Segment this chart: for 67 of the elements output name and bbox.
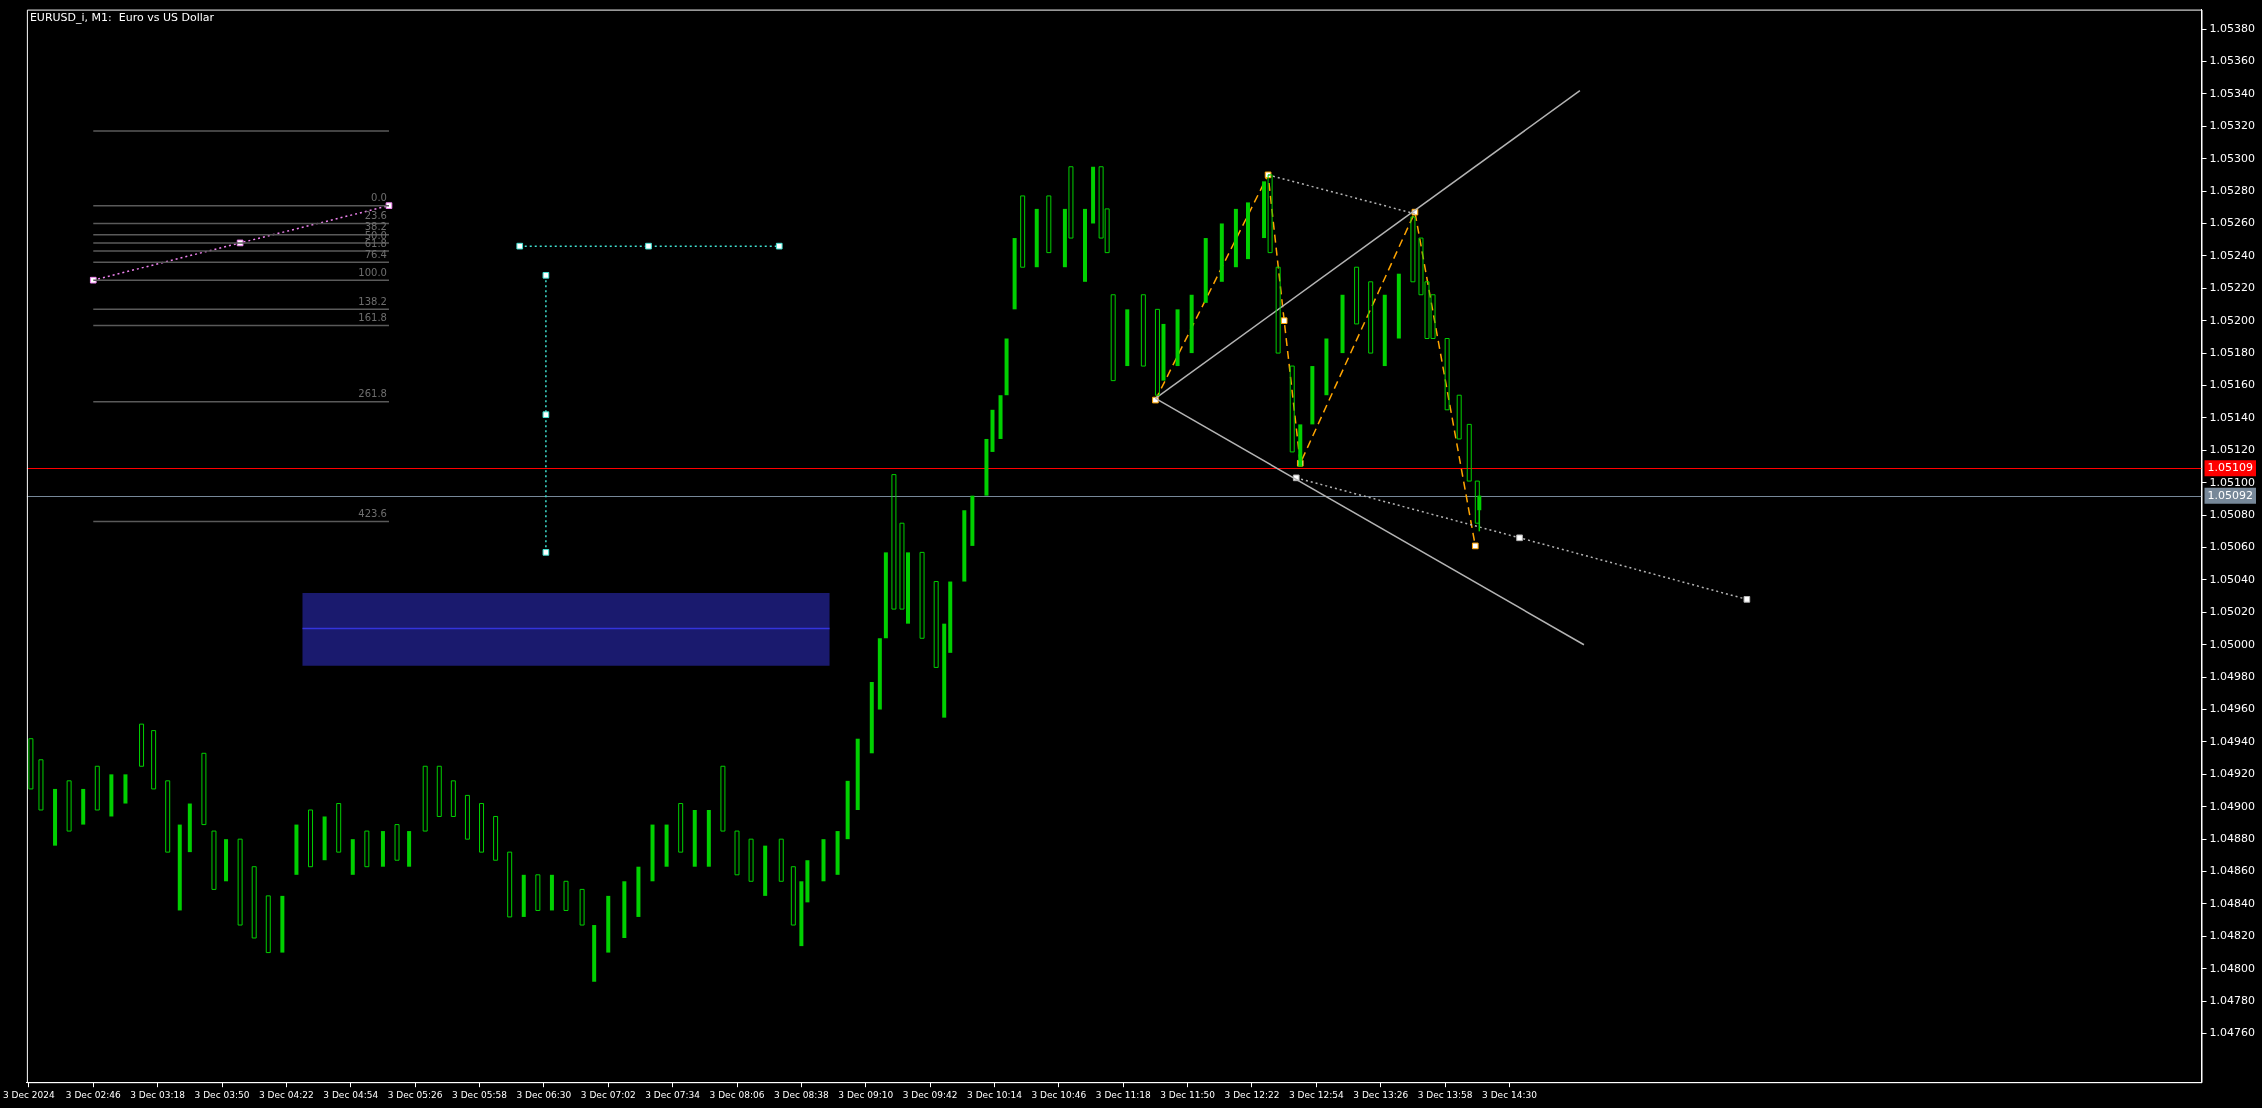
annotation: 161.8 [358,312,387,324]
x-tick-label: 3 Dec 04:22 [258,1089,314,1100]
x-tick-label: 3 Dec 13:26 [1353,1089,1409,1100]
annotation: 100.0 [358,266,387,278]
y-tick-label: 1.05200 [2209,313,2256,327]
x-tick-label: 3 Dec 03:50 [194,1089,250,1100]
y-tick-label: 1.05340 [2209,86,2256,100]
y-tick-label: 1.04860 [2209,864,2256,878]
x-tick-label: 3 Dec 03:18 [130,1089,186,1100]
x-tick-label: 3 Dec 07:34 [645,1089,701,1100]
y-tick-label: 1.05260 [2209,216,2256,230]
y-tick-label: 1.05120 [2209,443,2256,457]
y-tick-label: 1.04900 [2209,799,2256,813]
y-tick-label: 1.05320 [2209,119,2256,133]
y-tick-label: 1.04820 [2209,929,2256,943]
x-tick-label: 3 Dec 10:14 [967,1089,1023,1100]
x-tick-label: 3 Dec 14:30 [1482,1089,1538,1100]
annotation: 261.8 [358,388,387,400]
chart-title: EURUSD_i, M1: Euro vs US Dollar [29,10,215,24]
annotation: 0.0 [371,192,387,204]
x-tick-label: 3 Dec 09:42 [902,1089,958,1100]
annotation: 423.6 [358,508,387,520]
y-tick-label: 1.05060 [2209,540,2256,554]
y-tick-label: 1.05160 [2209,378,2256,392]
x-tick-label: 3 Dec 2024 [3,1089,56,1100]
y-tick-label: 1.05220 [2209,281,2256,295]
x-tick-label: 3 Dec 04:54 [323,1089,379,1100]
x-tick-label: 3 Dec 02:46 [65,1089,121,1100]
x-tick-label: 3 Dec 11:50 [1160,1089,1216,1100]
x-tick-label: 3 Dec 09:10 [838,1089,894,1100]
y-tick-label: 1.04760 [2209,1026,2256,1040]
y-tick-label: 1.05000 [2209,637,2256,651]
x-tick-label: 3 Dec 05:26 [387,1089,443,1100]
y-tick-label: 1.05380 [2209,21,2256,35]
y-tick-label: 1.04800 [2209,961,2256,975]
ref-line-label: 1.05092 [2207,488,2254,502]
annotation: 23.6 [364,210,387,222]
x-tick-label: 3 Dec 08:38 [773,1089,830,1100]
y-tick-label: 1.05280 [2209,183,2256,197]
y-tick-label: 1.05020 [2209,605,2256,619]
x-tick-label: 3 Dec 08:06 [709,1089,765,1100]
x-tick-label: 3 Dec 13:58 [1417,1089,1473,1100]
x-tick-label: 3 Dec 12:54 [1288,1089,1345,1100]
x-tick-label: 3 Dec 12:22 [1224,1089,1280,1100]
y-tick-label: 1.05040 [2209,572,2256,586]
y-tick-label: 1.04920 [2209,767,2256,781]
y-tick-label: 1.05240 [2209,248,2256,262]
y-tick-label: 1.05140 [2209,410,2256,424]
x-tick-label: 3 Dec 11:18 [1095,1089,1151,1100]
y-tick-label: 1.04960 [2209,702,2256,716]
annotation: 138.2 [358,295,387,307]
annotation: 76.4 [364,248,387,260]
y-tick-label: 1.04980 [2209,670,2256,683]
ref-line-label: 1.05109 [2207,460,2254,474]
y-tick-label: 1.05100 [2209,475,2256,489]
y-tick-label: 1.04880 [2209,832,2256,846]
x-tick-label: 3 Dec 10:46 [1031,1089,1087,1100]
y-tick-label: 1.04840 [2209,896,2256,910]
x-tick-label: 3 Dec 05:58 [452,1089,508,1100]
x-tick-label: 3 Dec 06:30 [516,1089,572,1100]
y-tick-label: 1.05360 [2209,54,2256,68]
y-tick-label: 1.04940 [2209,734,2256,748]
y-tick-label: 1.05180 [2209,345,2256,359]
y-tick-label: 1.04780 [2209,994,2256,1008]
x-tick-label: 3 Dec 07:02 [580,1089,636,1100]
y-tick-label: 1.05300 [2209,151,2256,165]
y-tick-label: 1.05080 [2209,507,2256,521]
